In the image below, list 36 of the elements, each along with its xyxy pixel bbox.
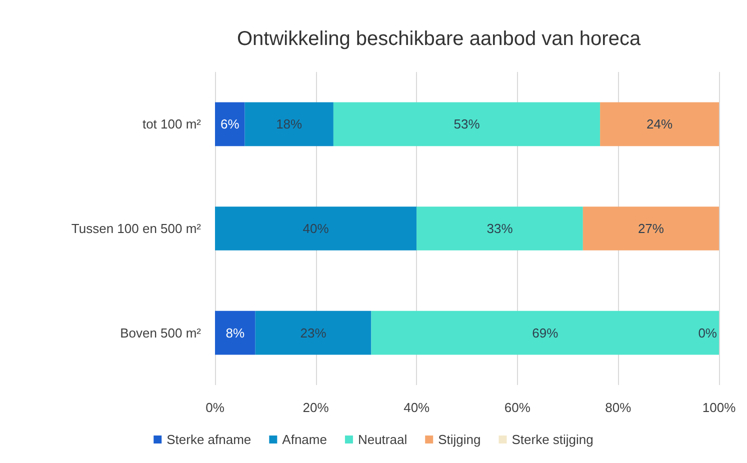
bar [582, 206, 719, 250]
legend-label: Sterke afname [166, 432, 252, 447]
bar [371, 310, 719, 355]
chart-title: Ontwikkeling beschikbare aanbod van horeca [237, 28, 642, 50]
data-label: 69% [532, 325, 559, 340]
legend-label: Afname [282, 432, 327, 447]
data-label: 23% [300, 325, 327, 340]
data-label: 6% [220, 116, 240, 132]
bar [215, 102, 245, 146]
x-tick-label: 0% [206, 400, 225, 415]
bar [215, 310, 256, 355]
y-tick-label: Tussen 100 en 500 m² [71, 221, 202, 236]
bar [600, 102, 719, 146]
legend-label: Neutraal [358, 432, 408, 447]
legend-label: Sterke stijging [512, 432, 594, 447]
bar [416, 206, 583, 250]
y-tick-label: tot 100 m² [142, 116, 202, 132]
x-tick-label: 40% [404, 400, 430, 415]
data-label: 53% [454, 116, 480, 132]
data-label: 8% [226, 325, 245, 340]
data-label: 24% [646, 116, 673, 132]
x-tick-label: 100% [702, 400, 736, 415]
y-tick-label: Boven 500 m² [120, 325, 202, 340]
data-label: 0% [698, 325, 718, 340]
data-label: 18% [276, 116, 303, 132]
data-label: 33% [486, 221, 514, 236]
x-tick-label: 20% [302, 400, 330, 415]
data-label: 40% [302, 221, 330, 236]
bar [244, 102, 334, 146]
bar [215, 206, 417, 250]
bar [333, 102, 600, 146]
x-tick-label: 60% [504, 400, 531, 415]
data-label: 27% [638, 221, 664, 236]
legend-label: Stijging [438, 432, 481, 447]
x-tick-label: 80% [605, 400, 632, 415]
bar [255, 310, 372, 355]
